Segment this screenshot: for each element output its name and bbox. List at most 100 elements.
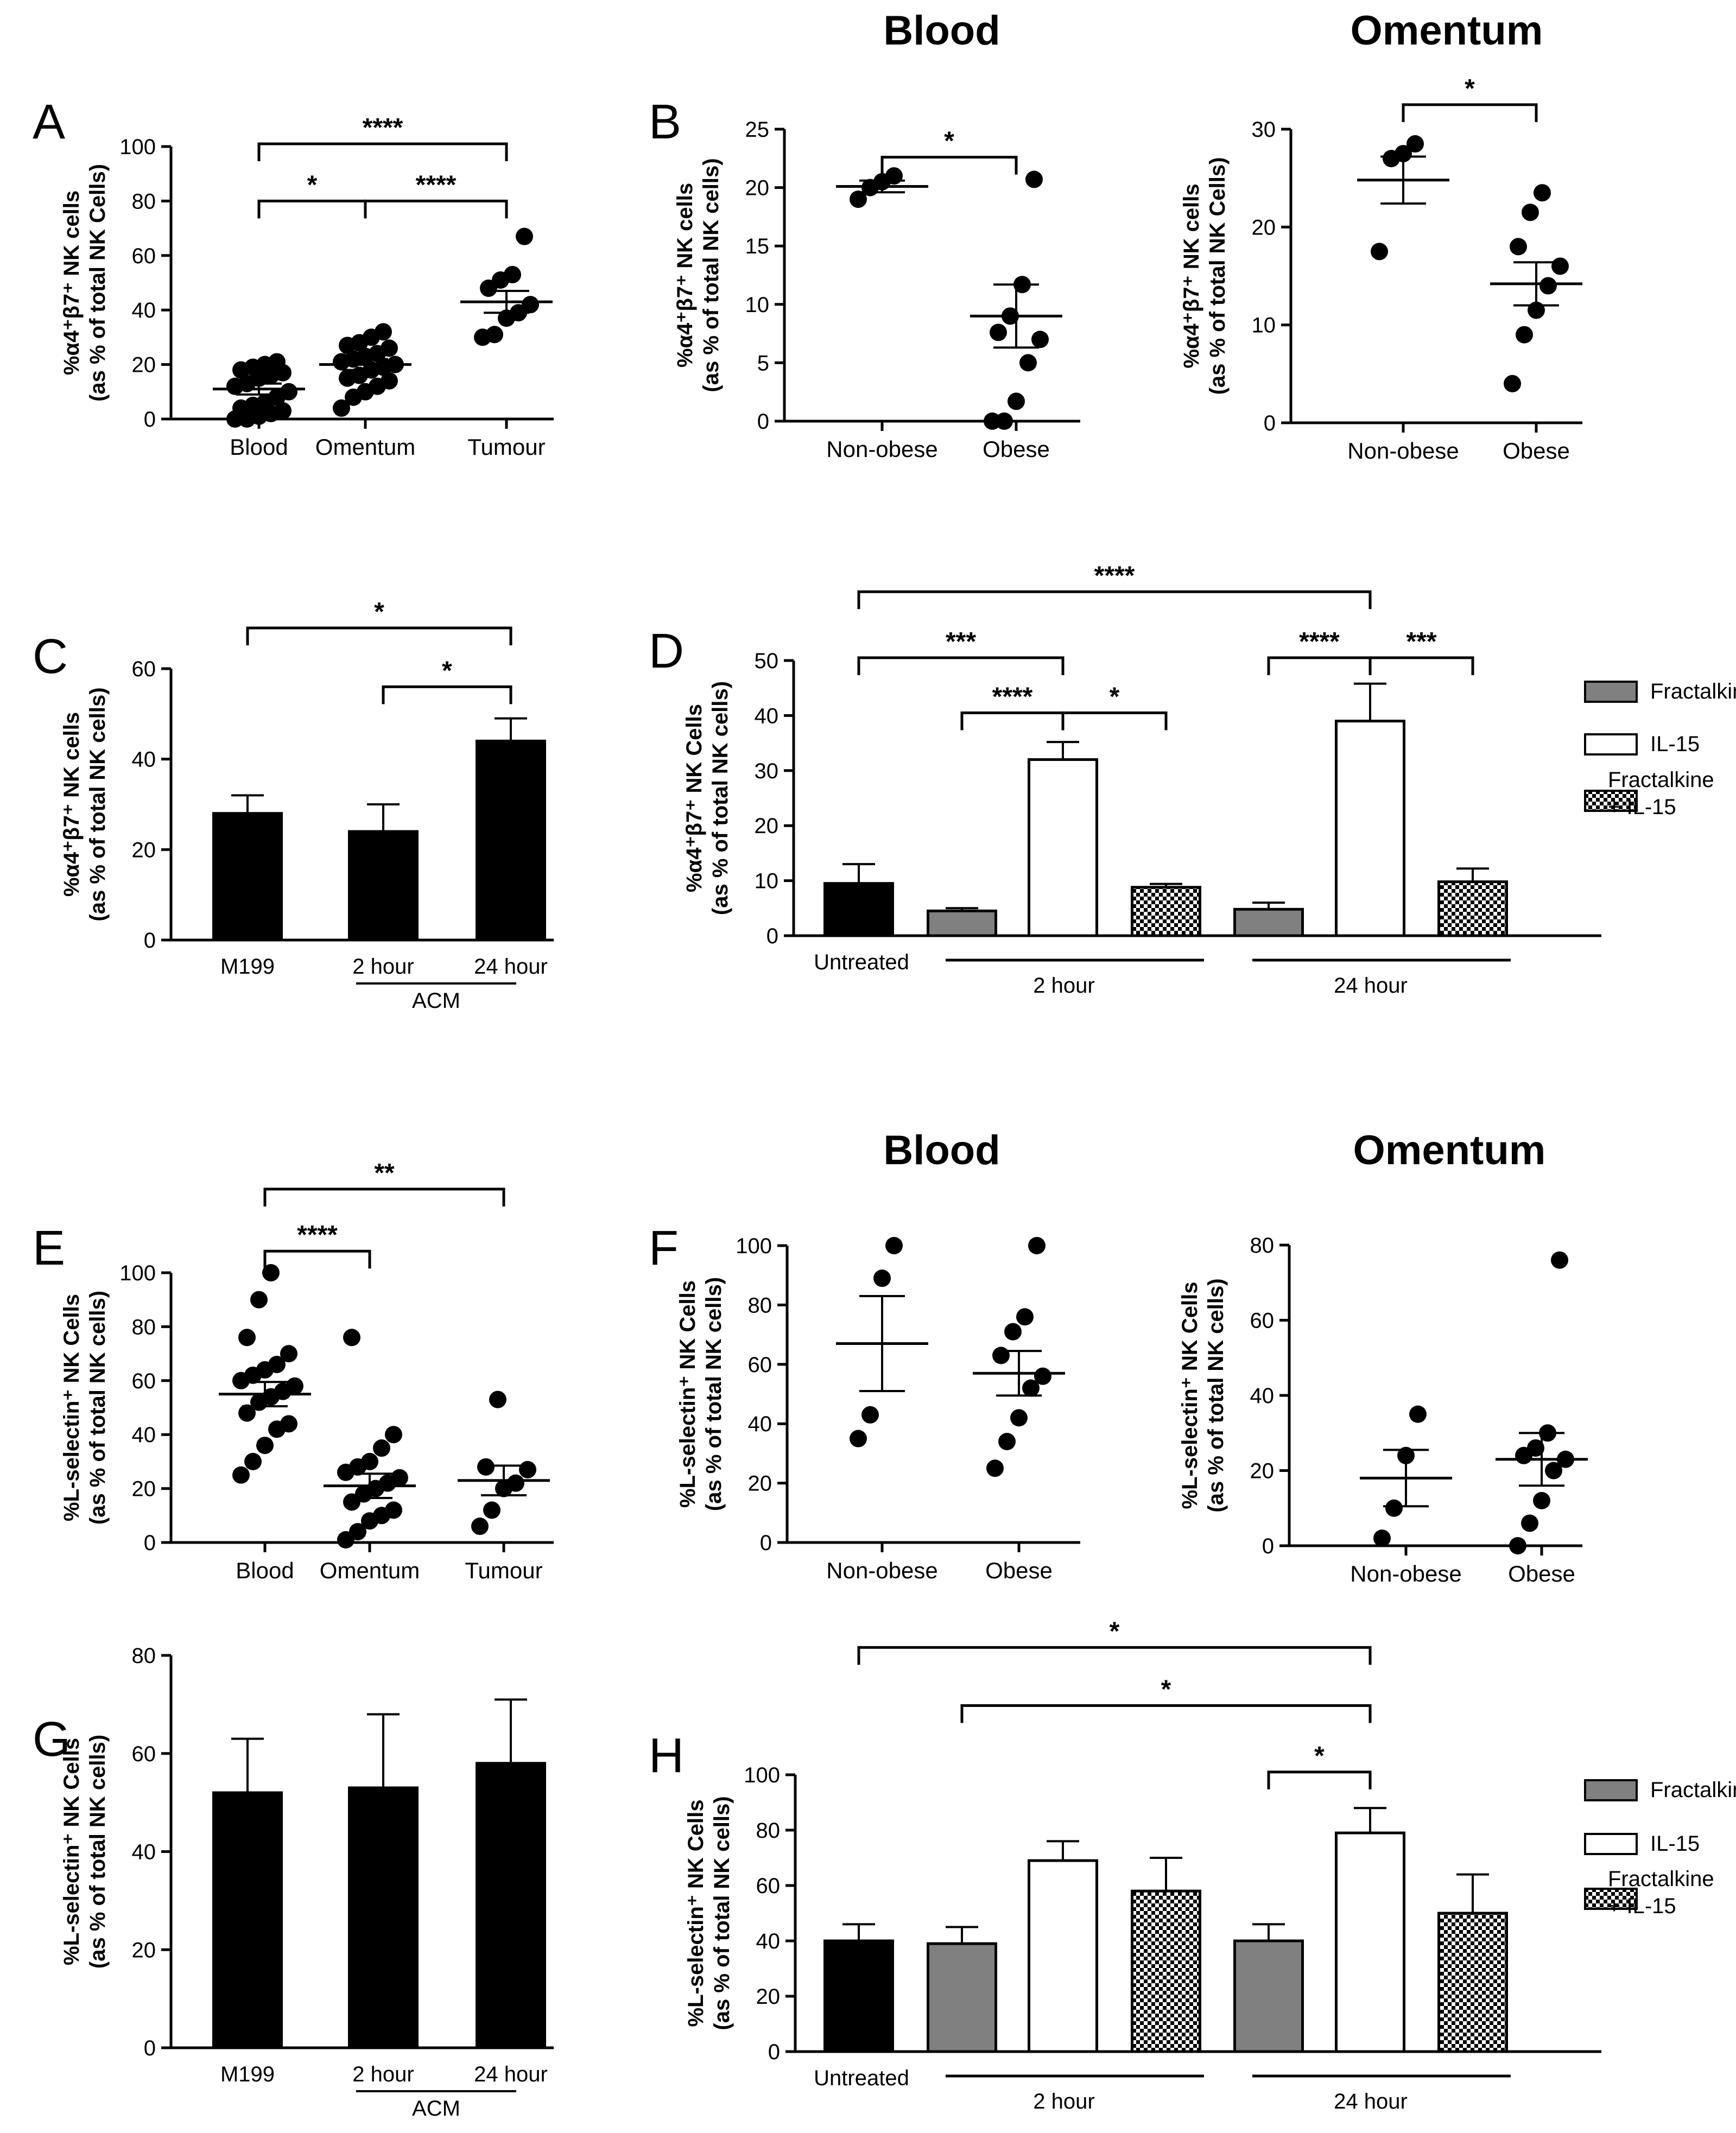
significance-bracket (1267, 1770, 1372, 1789)
y-tick-label: 80 (132, 189, 156, 213)
y-axis-label: (as % of total NK cells) (708, 681, 732, 915)
data-point (850, 191, 867, 208)
y-tick-label: 40 (132, 299, 156, 322)
bar (1028, 1859, 1098, 2053)
significance-label: **** (297, 1221, 338, 1249)
group-label: ACM (412, 2097, 460, 2121)
data-point (1031, 331, 1049, 348)
data-point (381, 372, 398, 390)
data-point (507, 1474, 524, 1492)
significance-bracket (263, 1188, 505, 1207)
data-point (375, 323, 392, 341)
panel-letter: B (649, 95, 681, 149)
y-axis-label: (as % of total NK cells) (710, 1796, 734, 2030)
legend-label-combo-line2: + IL-15 (1608, 795, 1676, 819)
data-point (1371, 243, 1388, 261)
y-axis-label: %α4⁺β7⁺ NK cells (60, 712, 84, 897)
legend-swatch-combo (1584, 1888, 1638, 1910)
group-label: 2 hour (1033, 2090, 1094, 2113)
data-point (1545, 1462, 1562, 1480)
y-axis-label: %L-selectin⁺ NK Cells (1178, 1281, 1202, 1509)
significance-bracket (880, 156, 1018, 175)
x-tick-label: Untreated (814, 2066, 909, 2090)
data-point (280, 1415, 297, 1433)
y-tick-label: 80 (132, 1644, 156, 1668)
y-tick-label: 0 (766, 924, 778, 948)
y-axis-label: %L-selectin⁺ NK Cells (684, 1799, 708, 2027)
y-tick-label: 100 (736, 1234, 772, 1258)
y-tick-label: 20 (1252, 215, 1276, 239)
data-point (343, 1329, 360, 1347)
bar (927, 909, 997, 937)
y-tick-label: 0 (1264, 411, 1276, 435)
legend-bottom: Fractalkine IL-15 Fractalkine + IL-15 (1584, 1778, 1736, 1918)
x-tick-label: Non-obese (826, 436, 937, 462)
x-tick-label: M199 (220, 955, 275, 979)
data-point (996, 412, 1013, 430)
data-point (998, 1433, 1016, 1451)
panel-h: H 0 20 40 60 80 100 %L-selectin⁺ NK Cells (as % … (649, 1617, 1601, 2113)
y-tick-label: 80 (1250, 1234, 1275, 1258)
x-tick-label: 2 hour (352, 2062, 414, 2086)
data-point (250, 1291, 268, 1309)
y-tick-label: 30 (755, 759, 779, 783)
data-point (1509, 1537, 1526, 1554)
data-point (1373, 1529, 1391, 1547)
bar (476, 739, 546, 942)
data-point (1409, 1405, 1427, 1423)
data-point (516, 227, 533, 245)
data-point (861, 1406, 879, 1424)
bar (823, 1939, 894, 2053)
legend-swatch-fractalkine (1584, 1779, 1638, 1801)
group-label: ACM (412, 989, 460, 1013)
data-point (1406, 135, 1424, 153)
y-axis-label: (as % of total NK cells) (86, 1291, 110, 1525)
bar (1335, 720, 1405, 937)
y-tick-label: 20 (132, 1938, 156, 1962)
y-tick-label: 10 (755, 869, 779, 893)
y-tick-label: 20 (756, 1985, 781, 2009)
y-tick-label: 60 (132, 244, 156, 268)
bar (1131, 886, 1201, 937)
data-point (385, 1426, 402, 1444)
y-tick-label: 20 (748, 1472, 772, 1496)
data-point (238, 1329, 256, 1347)
bar (212, 812, 283, 942)
x-tick-label: Non-obese (1350, 1561, 1461, 1586)
data-point (1028, 1237, 1046, 1254)
data-point (1539, 277, 1557, 295)
x-tick-label: Obese (985, 1558, 1053, 1583)
panel-letter: C (33, 630, 68, 684)
significance-label: * (374, 598, 384, 626)
significance-bracket (364, 199, 508, 219)
y-tick-label: 40 (132, 748, 156, 772)
data-point (477, 1458, 495, 1476)
significance-bracket (857, 590, 1372, 610)
x-tick-label: 24 hour (474, 955, 548, 979)
data-point (1025, 170, 1043, 188)
significance-label: * (442, 656, 452, 685)
significance-bracket (246, 626, 512, 645)
y-axis-label: (as % of total NK Cells) (1206, 157, 1230, 395)
data-point (504, 265, 521, 283)
panel-letter: H (649, 1729, 684, 1783)
legend-label-combo-line2: + IL-15 (1608, 1894, 1676, 1918)
bar (212, 1791, 283, 2049)
x-tick-label: Blood (230, 434, 288, 460)
y-axis-label: (as % of total NK cells) (702, 1277, 726, 1511)
y-tick-label: 20 (1250, 1459, 1275, 1483)
y-axis-label: %L-selectin⁺ NK Cells (60, 1738, 84, 1965)
y-axis-label: %α4⁺β7⁺ NK Cells (682, 704, 706, 892)
y-tick-label: 30 (1252, 118, 1276, 142)
data-point (1510, 238, 1527, 256)
y-axis-label: %α4⁺β7⁺ NK cells (60, 191, 84, 375)
x-tick-label: Obese (983, 436, 1050, 462)
x-tick-label: 2 hour (352, 955, 414, 979)
bar (927, 1942, 997, 2053)
legend-swatch-combo (1584, 790, 1638, 812)
x-tick-label: M199 (220, 2062, 275, 2086)
data-point (483, 1501, 500, 1519)
significance-bracket (857, 1646, 1372, 1665)
